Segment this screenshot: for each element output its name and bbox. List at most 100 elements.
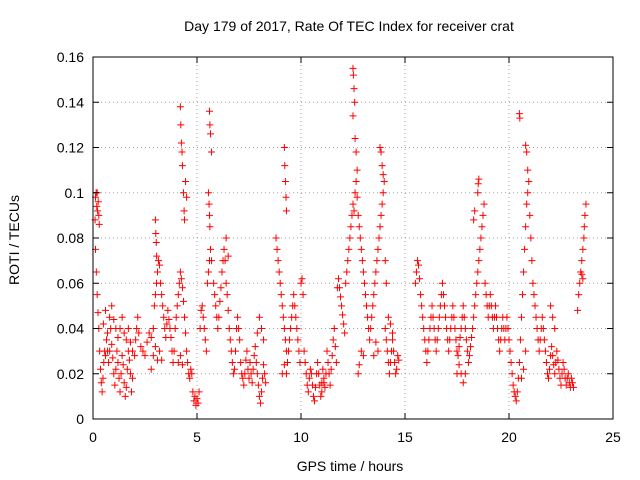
data-point: [459, 302, 467, 310]
data-point: [253, 329, 261, 337]
data-point: [435, 313, 443, 321]
data-point: [513, 388, 521, 396]
data-point: [380, 177, 388, 185]
data-point: [173, 302, 181, 310]
data-point: [332, 358, 340, 366]
data-point: [474, 180, 482, 188]
data-point: [182, 329, 190, 337]
data-point: [392, 370, 400, 378]
data-point: [526, 211, 534, 219]
data-point: [150, 302, 158, 310]
data-point: [293, 325, 301, 332]
data-point: [455, 343, 463, 351]
data-point: [164, 306, 172, 314]
data-point: [540, 336, 548, 344]
x-tick-label: 15: [397, 429, 413, 445]
data-point: [521, 245, 529, 253]
data-point: [214, 325, 222, 332]
data-point: [352, 148, 360, 156]
data-point: [176, 103, 184, 111]
data-point: [215, 313, 223, 321]
data-point: [174, 358, 182, 366]
y-tick-label: 0: [76, 411, 84, 427]
data-point: [328, 352, 336, 360]
data-point: [522, 141, 530, 149]
data-point: [578, 270, 586, 278]
data-point: [560, 365, 568, 373]
data-point: [151, 291, 159, 299]
data-point: [473, 279, 481, 287]
data-point: [139, 347, 147, 355]
data-point: [101, 352, 109, 360]
data-point: [389, 336, 397, 344]
data-point: [515, 358, 523, 366]
data-point: [449, 302, 457, 310]
data-point: [530, 291, 538, 299]
data-point: [471, 302, 479, 310]
data-point: [368, 313, 376, 321]
data-point: [151, 343, 159, 351]
data-point: [574, 306, 582, 314]
data-point: [580, 223, 588, 231]
data-point: [529, 279, 537, 287]
data-point: [538, 313, 546, 321]
data-point: [325, 370, 333, 378]
data-point: [576, 279, 584, 287]
data-point: [420, 325, 428, 332]
data-point: [126, 370, 134, 378]
data-point: [455, 361, 463, 369]
data-point: [245, 374, 253, 382]
data-point: [118, 313, 126, 321]
data-point: [493, 313, 501, 321]
data-point: [239, 374, 247, 382]
data-point: [223, 291, 231, 299]
data-point: [505, 336, 513, 344]
data-point: [462, 336, 470, 344]
data-point: [506, 347, 514, 355]
data-point: [226, 336, 234, 344]
data-point: [274, 257, 282, 265]
data-point: [156, 347, 164, 355]
data-point: [335, 284, 343, 292]
data-point: [330, 325, 338, 332]
data-point: [290, 291, 298, 299]
data-point: [470, 313, 478, 321]
data-points: [91, 64, 590, 409]
data-point: [171, 325, 179, 332]
data-point: [428, 302, 436, 310]
data-point: [255, 313, 263, 321]
data-point: [349, 112, 357, 120]
y-tick-label: 0.06: [57, 275, 84, 291]
data-point: [282, 207, 290, 215]
data-point: [411, 279, 419, 287]
data-point: [323, 347, 331, 355]
data-point: [170, 347, 178, 355]
data-point: [504, 325, 512, 332]
data-point: [113, 347, 121, 355]
data-point: [96, 365, 104, 373]
data-point: [249, 365, 257, 373]
data-point: [97, 379, 105, 387]
data-point: [211, 291, 219, 299]
data-point: [175, 279, 183, 287]
data-point: [217, 284, 225, 292]
data-point: [122, 383, 130, 391]
data-point: [344, 257, 352, 265]
data-point: [412, 268, 420, 276]
data-point: [222, 234, 230, 242]
data-point: [371, 279, 379, 287]
data-point: [532, 313, 540, 321]
data-point: [543, 370, 551, 378]
data-point: [394, 352, 402, 360]
data-point: [182, 177, 190, 185]
data-point: [180, 207, 188, 215]
data-point: [273, 245, 281, 253]
data-point: [218, 268, 226, 276]
data-point: [176, 268, 184, 276]
data-point: [340, 320, 348, 328]
data-point: [104, 329, 112, 337]
data-point: [459, 379, 467, 387]
y-tick-label: 0.12: [57, 140, 84, 156]
data-point: [549, 352, 557, 360]
data-point: [349, 200, 357, 208]
